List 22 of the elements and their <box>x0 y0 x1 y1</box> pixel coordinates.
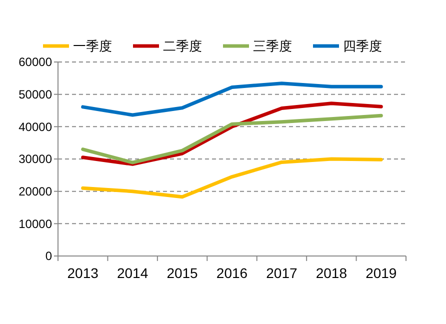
legend-label: 三季度 <box>253 38 292 54</box>
y-tick-label: 50000 <box>18 88 52 102</box>
y-tick-label: 60000 <box>18 55 52 70</box>
line-series <box>81 82 383 117</box>
legend-label: 二季度 <box>163 38 202 54</box>
x-tick-label: 2016 <box>216 265 248 281</box>
x-tick-label: 2017 <box>266 265 298 281</box>
x-tick-label: 2013 <box>67 265 99 281</box>
y-tick-label: 20000 <box>18 184 52 199</box>
x-tick-label: 2015 <box>166 265 198 281</box>
y-tick-label: 10000 <box>18 216 52 231</box>
line-series <box>81 157 383 199</box>
x-tick-label: 2014 <box>116 265 148 281</box>
y-tick-label: 30000 <box>18 152 52 166</box>
x-tick-label: 2018 <box>316 265 348 281</box>
line-series <box>81 102 383 166</box>
legend-label: 一季度 <box>73 38 112 54</box>
x-tick-label: 2019 <box>366 265 397 281</box>
legend-label: 四季度 <box>343 38 382 54</box>
line-series <box>81 114 383 164</box>
y-tick-label: 0 <box>45 249 52 264</box>
y-tick-label: 40000 <box>18 120 52 134</box>
